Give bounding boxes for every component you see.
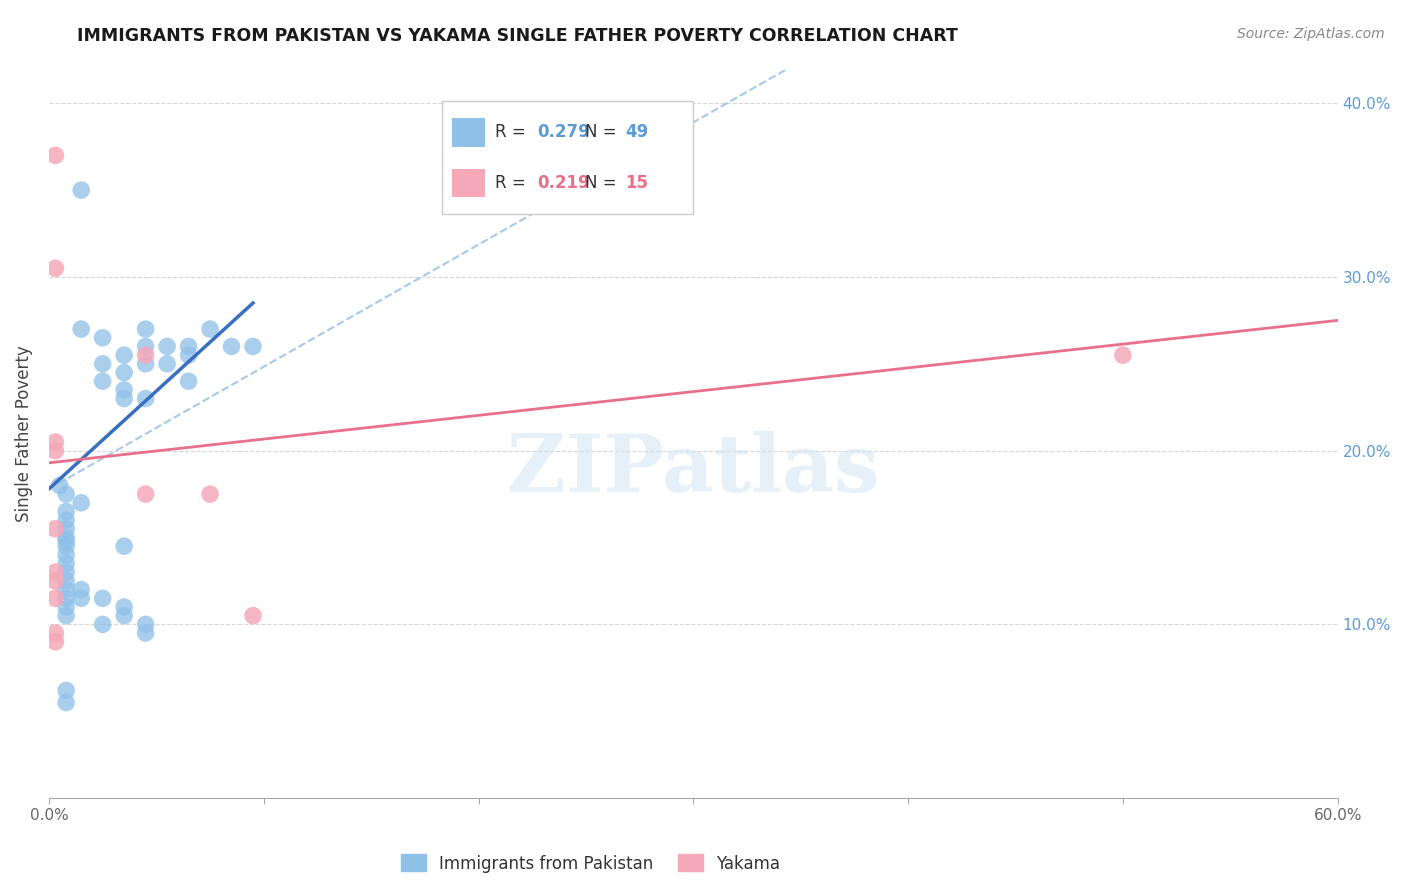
Point	[55, 531, 77, 545]
Point	[44, 443, 66, 458]
Point	[135, 339, 157, 353]
Point	[44, 634, 66, 648]
Point	[55, 539, 77, 553]
Point	[55, 599, 77, 614]
Point	[55, 557, 77, 571]
Point	[44, 566, 66, 580]
Point	[91, 374, 114, 388]
Point	[55, 533, 77, 548]
Point	[55, 591, 77, 606]
Legend: Immigrants from Pakistan, Yakama: Immigrants from Pakistan, Yakama	[394, 847, 787, 880]
Point	[55, 548, 77, 562]
Point	[221, 339, 243, 353]
Point	[156, 357, 179, 371]
Point	[55, 696, 77, 710]
Point	[135, 487, 157, 501]
Point	[112, 366, 135, 380]
Point	[91, 331, 114, 345]
Point	[135, 322, 157, 336]
Point	[55, 683, 77, 698]
Point	[44, 574, 66, 588]
Point	[135, 357, 157, 371]
Point	[135, 348, 157, 362]
Point	[44, 626, 66, 640]
Point	[70, 582, 93, 597]
Point	[55, 574, 77, 588]
Point	[44, 261, 66, 276]
Point	[112, 348, 135, 362]
Point	[55, 504, 77, 518]
Text: ZIPatlas: ZIPatlas	[508, 431, 879, 508]
Point	[112, 539, 135, 553]
Point	[70, 183, 93, 197]
Text: IMMIGRANTS FROM PAKISTAN VS YAKAMA SINGLE FATHER POVERTY CORRELATION CHART: IMMIGRANTS FROM PAKISTAN VS YAKAMA SINGL…	[77, 27, 959, 45]
Point	[242, 339, 264, 353]
Point	[91, 357, 114, 371]
Point	[177, 339, 200, 353]
Point	[135, 626, 157, 640]
Point	[242, 608, 264, 623]
Point	[55, 513, 77, 527]
Point	[44, 591, 66, 606]
Point	[44, 148, 66, 162]
Point	[177, 374, 200, 388]
Point	[91, 617, 114, 632]
Point	[55, 566, 77, 580]
Point	[156, 339, 179, 353]
Point	[198, 322, 221, 336]
Point	[55, 487, 77, 501]
Point	[112, 599, 135, 614]
Point	[44, 434, 66, 449]
Point	[112, 383, 135, 397]
Point	[48, 478, 70, 492]
Point	[70, 496, 93, 510]
Point	[112, 608, 135, 623]
Point	[44, 522, 66, 536]
Point	[198, 487, 221, 501]
Point	[55, 582, 77, 597]
Point	[135, 392, 157, 406]
Point	[55, 608, 77, 623]
Point	[112, 392, 135, 406]
Point	[135, 617, 157, 632]
Point	[91, 591, 114, 606]
Point	[177, 348, 200, 362]
Text: Source: ZipAtlas.com: Source: ZipAtlas.com	[1237, 27, 1385, 41]
Point	[1112, 348, 1135, 362]
Point	[70, 591, 93, 606]
Point	[70, 322, 93, 336]
Y-axis label: Single Father Poverty: Single Father Poverty	[15, 345, 32, 522]
Point	[55, 522, 77, 536]
